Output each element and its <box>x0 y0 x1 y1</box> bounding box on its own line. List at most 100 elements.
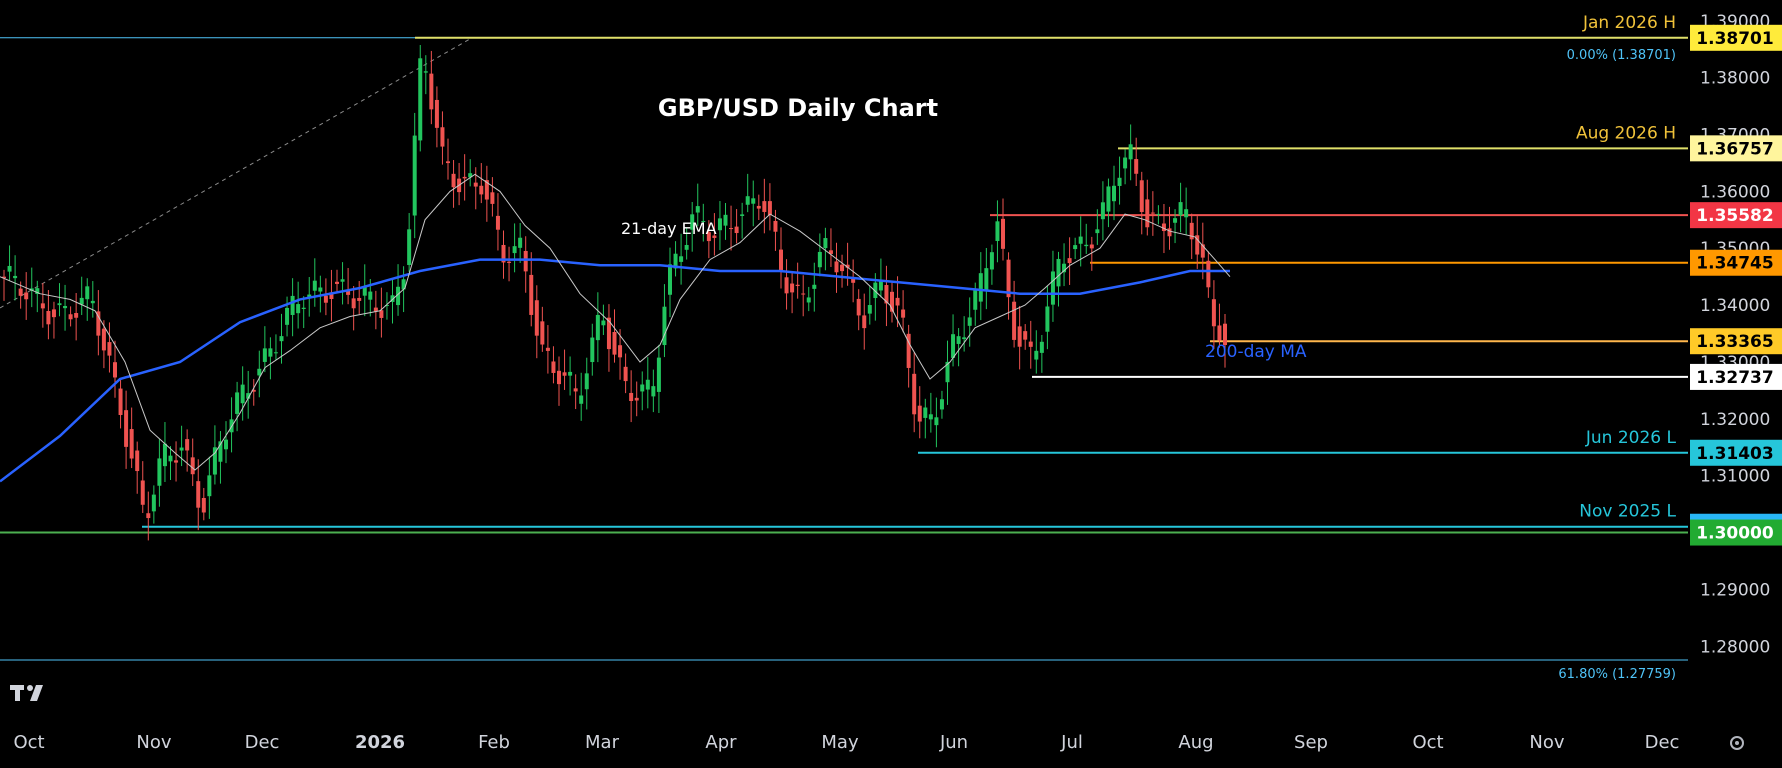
price-badge[interactable] <box>1690 24 1782 51</box>
candle-body[interactable] <box>101 328 106 351</box>
candle-body[interactable] <box>379 310 384 318</box>
candle-body[interactable] <box>806 297 811 303</box>
candle-body[interactable] <box>124 410 129 447</box>
candle-body[interactable] <box>262 348 267 362</box>
candle-body[interactable] <box>279 336 284 342</box>
candle-body[interactable] <box>162 443 167 467</box>
candle-body[interactable] <box>412 135 417 216</box>
candle-body[interactable] <box>828 250 833 254</box>
candle-body[interactable] <box>401 279 406 290</box>
candle-body[interactable] <box>890 291 894 312</box>
candle-body[interactable] <box>7 265 12 272</box>
candle-body[interactable] <box>756 205 761 209</box>
candle-body[interactable] <box>74 313 79 318</box>
candle-body[interactable] <box>1062 263 1067 273</box>
candle-body[interactable] <box>179 447 184 451</box>
candle-body[interactable] <box>185 439 190 451</box>
candle-body[interactable] <box>540 321 545 345</box>
candle-body[interactable] <box>956 336 961 344</box>
candle-body[interactable] <box>706 232 711 242</box>
candle-body[interactable] <box>873 282 878 299</box>
candle-body[interactable] <box>1173 218 1178 223</box>
candle-body[interactable] <box>1223 323 1227 346</box>
candle-body[interactable] <box>989 252 994 270</box>
price-axis[interactable]: 1.390001.380001.370001.360001.350001.340… <box>1690 12 1782 657</box>
candle-body[interactable] <box>446 161 450 164</box>
candle-body[interactable] <box>801 293 806 295</box>
candle-body[interactable] <box>1050 271 1055 305</box>
candle-body[interactable] <box>901 309 906 318</box>
candle-body[interactable] <box>212 447 217 475</box>
candle-body[interactable] <box>1045 306 1050 332</box>
candle-body[interactable] <box>579 395 584 404</box>
candle-body[interactable] <box>323 295 328 303</box>
candle-body[interactable] <box>57 303 62 306</box>
candle-body[interactable] <box>218 441 223 462</box>
candle-body[interactable] <box>878 280 883 291</box>
candle-body[interactable] <box>1123 157 1128 169</box>
candle-body[interactable] <box>973 290 978 310</box>
candle-body[interactable] <box>673 253 678 269</box>
candle-body[interactable] <box>923 407 928 418</box>
candle-body[interactable] <box>551 361 556 373</box>
candle-body[interactable] <box>656 357 661 392</box>
candle-body[interactable] <box>939 399 944 410</box>
candle-body[interactable] <box>568 371 573 376</box>
candle-body[interactable] <box>224 439 228 450</box>
candle-body[interactable] <box>63 305 68 309</box>
candle-body[interactable] <box>68 314 73 320</box>
candle-body[interactable] <box>712 235 717 238</box>
candle-body[interactable] <box>1023 331 1028 340</box>
candle-body[interactable] <box>684 244 689 250</box>
candle-body[interactable] <box>168 455 173 462</box>
candle-body[interactable] <box>135 450 140 472</box>
candle-body[interactable] <box>351 298 356 309</box>
candle-body[interactable] <box>1200 244 1205 258</box>
candle-body[interactable] <box>745 196 750 205</box>
candle-body[interactable] <box>995 221 1000 242</box>
candle-body[interactable] <box>418 58 423 141</box>
candle-body[interactable] <box>534 300 539 336</box>
ma200-line[interactable] <box>0 258 1230 483</box>
candle-body[interactable] <box>668 264 672 295</box>
candle-body[interactable] <box>978 273 983 302</box>
candle-body[interactable] <box>1012 301 1017 340</box>
tradingview-logo-icon[interactable] <box>10 685 43 701</box>
candle-body[interactable] <box>729 228 734 230</box>
candle-body[interactable] <box>812 284 817 289</box>
candle-body[interactable] <box>1056 258 1061 287</box>
candle-body[interactable] <box>601 320 606 326</box>
gear-icon[interactable] <box>1730 736 1744 750</box>
price-badge[interactable] <box>1690 202 1782 229</box>
candle-body[interactable] <box>640 384 645 392</box>
candle-body[interactable] <box>740 214 745 216</box>
candle-body[interactable] <box>595 314 600 341</box>
candle-body[interactable] <box>507 261 512 263</box>
candle-body[interactable] <box>584 373 589 390</box>
candle-body[interactable] <box>151 494 156 512</box>
candle-body[interactable] <box>1139 180 1144 212</box>
candle-body[interactable] <box>368 291 373 300</box>
candle-body[interactable] <box>440 127 445 147</box>
candle-body[interactable] <box>384 304 389 306</box>
candle-body[interactable] <box>645 379 650 390</box>
candle-body[interactable] <box>612 332 617 355</box>
candle-body[interactable] <box>751 198 756 204</box>
candle-body[interactable] <box>767 201 772 216</box>
candle-body[interactable] <box>1184 209 1189 218</box>
candle-body[interactable] <box>862 315 867 329</box>
candle-body[interactable] <box>817 251 822 268</box>
candle-body[interactable] <box>1189 222 1194 240</box>
candle-body[interactable] <box>201 497 206 513</box>
candle-body[interactable] <box>557 370 561 385</box>
candle-body[interactable] <box>129 429 134 459</box>
candle-body[interactable] <box>1028 341 1033 347</box>
price-badge[interactable] <box>1690 328 1782 355</box>
candle-body[interactable] <box>495 215 500 230</box>
candle-body[interactable] <box>634 397 639 401</box>
price-badge[interactable] <box>1690 439 1782 466</box>
candle-body[interactable] <box>285 307 290 325</box>
candle-body[interactable] <box>257 368 262 376</box>
candle-body[interactable] <box>573 388 578 392</box>
